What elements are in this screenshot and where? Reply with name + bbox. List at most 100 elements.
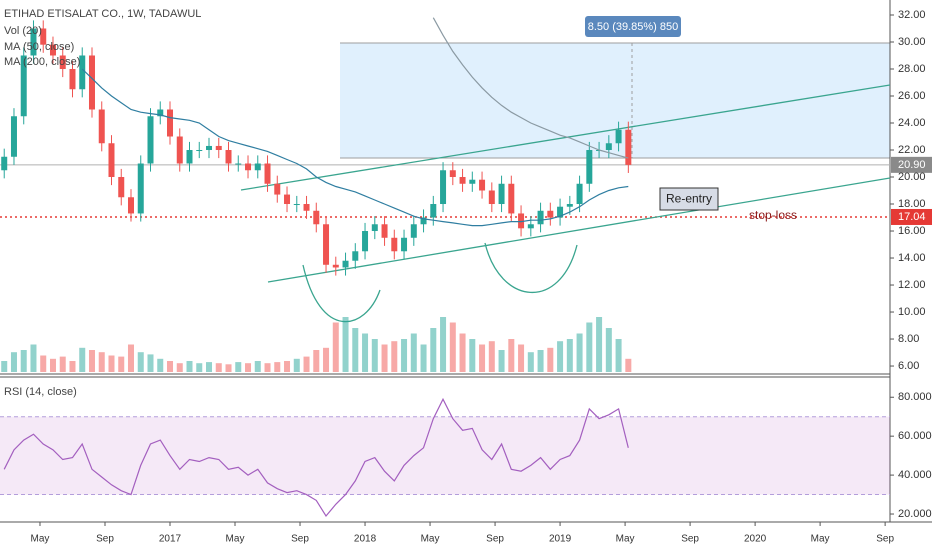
candle-body [508,183,515,214]
volume-bar [206,362,213,372]
volume-bar [420,344,427,372]
candle-body [284,194,291,205]
candle-body [459,177,466,184]
trend-drawing [240,84,891,191]
candle-body [401,237,408,252]
candle-body [420,217,427,225]
volume-bar [615,339,622,372]
candle-body [108,143,115,178]
stop-loss-label: stop-loss [749,208,797,222]
x-tick-label: Sep [681,534,699,545]
candle-body [537,210,544,225]
candle-body [167,109,174,137]
volume-bar [605,328,612,372]
x-tick-label: 2017 [159,534,182,545]
candle-body [323,224,330,265]
volume-bar [20,350,27,372]
volume-bar [401,339,408,372]
volume-bar [557,341,564,372]
rsi-tick-label: 40.0000 [898,469,932,481]
candle-body [254,163,261,171]
candle-body [381,224,388,238]
volume-bar [596,317,603,372]
candle-body [20,55,27,117]
volume-bar [527,352,534,372]
volume-bar [127,344,134,372]
rsi-band [0,416,890,495]
volume-bar [40,355,47,372]
volume-bar [547,347,554,372]
candle-body [449,170,456,178]
candle-body [196,150,203,152]
volume-bar [157,358,164,372]
volume-bar [245,363,252,372]
candle-body [371,224,378,232]
volume-bar [30,344,37,372]
volume-bar [137,352,144,372]
y-tick-label: 8.00 [898,333,919,345]
candle-body [313,210,320,225]
volume-bar [430,328,437,372]
candle-body [566,204,573,207]
candle-body [615,129,622,144]
volume-bar [284,361,291,372]
candle-body [293,204,300,206]
candle-body [469,179,476,184]
volume-bar [254,361,261,372]
candle-body [576,183,583,205]
candle-body [557,206,564,218]
volume-bar [118,356,125,372]
x-tick-label: Sep [486,534,504,545]
volume-bar [625,358,632,372]
legend-entry: MA (50, close) [4,41,74,53]
y-tick-label: 12.00 [898,279,926,291]
y-tick-label: 28.00 [898,63,926,75]
volume-bar [586,322,593,372]
volume-bar [186,361,193,372]
candle-body [1,156,8,171]
candle-body [98,109,105,144]
candle-body [59,55,66,69]
volume-bar [88,350,95,372]
price-tag-label: 17.04 [898,211,926,223]
candle-body [440,170,447,205]
volume-bar [342,317,349,372]
candle-body [49,44,56,56]
volume-bar [479,344,486,372]
candle-body [430,204,437,218]
measure-box [340,43,890,158]
candle-body [518,213,525,229]
volume-bar [371,339,378,372]
volume-bar [59,356,66,372]
rsi-legend: RSI (14, close) [4,386,77,398]
volume-bar [1,361,8,372]
volume-bar [391,341,398,372]
volume-bar [332,322,339,372]
volume-bar [108,355,115,372]
candle-body [206,145,213,151]
measure-label: 8.50 (39.85%) 850 [588,21,679,33]
x-tick-label: May [616,534,635,545]
candle-body [186,150,193,164]
volume-bar [69,361,76,372]
volume-bar [508,339,515,372]
x-tick-label: Sep [876,534,894,545]
rsi-tick-label: 60.0000 [898,430,932,442]
y-tick-label: 26.00 [898,90,926,102]
x-tick-label: May [811,534,830,545]
y-tick-label: 22.00 [898,144,926,156]
volume-bar [176,363,183,372]
trend-drawing [484,242,578,294]
legend-entry: MA (200, close) [4,56,80,68]
candle-body [352,251,359,261]
candle-body [147,116,154,164]
x-tick-label: 2018 [354,534,377,545]
legend-entry: Vol (20) [4,25,42,37]
volume-bar [459,333,466,372]
volume-bar [215,363,222,372]
volume-bar [352,328,359,372]
candle-body [586,150,593,184]
volume-bar [537,350,544,372]
volume-bar [440,317,447,372]
